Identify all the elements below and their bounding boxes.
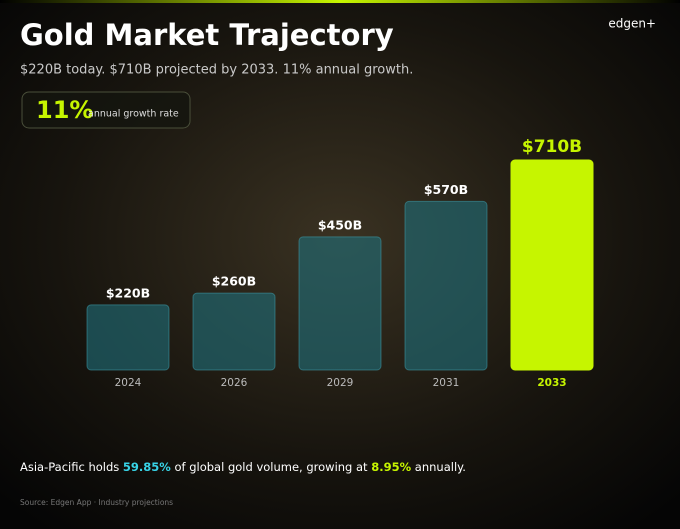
badge <box>21 91 191 129</box>
badge-label: annual growth rate <box>88 109 179 120</box>
bar <box>192 292 276 371</box>
value-label: $220B <box>106 285 150 300</box>
footnote: Asia-Pacific holds 59.85% of global gold… <box>20 460 466 474</box>
bar <box>86 304 170 371</box>
footnote-highlight: 8.95% <box>371 460 411 474</box>
chart-title: Gold Market Trajectory <box>20 18 394 52</box>
top-accent <box>0 0 680 3</box>
bar <box>510 159 594 371</box>
footnote-text: of global gold volume, growing at <box>171 460 371 474</box>
footnote-text: annually. <box>411 460 466 474</box>
brand: edgen+ <box>608 17 656 31</box>
footnote-text: Asia-Pacific holds <box>20 460 123 474</box>
x-tick-label: 2029 <box>327 377 354 389</box>
x-tick-label: 2031 <box>433 377 460 389</box>
x-tick-label: 2033 <box>537 377 566 389</box>
value-label: $260B <box>212 274 256 289</box>
footnote-highlight: 59.85% <box>123 460 171 474</box>
value-label: $570B <box>424 182 468 197</box>
subtitle: $220B today. $710B projected by 2033. 11… <box>20 63 413 78</box>
value-label: $710B <box>522 137 582 157</box>
source: Source: Edgen App · Industry projections <box>20 498 173 507</box>
x-tick-label: 2024 <box>115 377 142 389</box>
x-tick-label: 2026 <box>221 377 248 389</box>
value-label: $450B <box>318 217 362 232</box>
bar <box>298 236 382 371</box>
badge-value: 11% <box>36 96 93 124</box>
bar <box>404 200 488 371</box>
